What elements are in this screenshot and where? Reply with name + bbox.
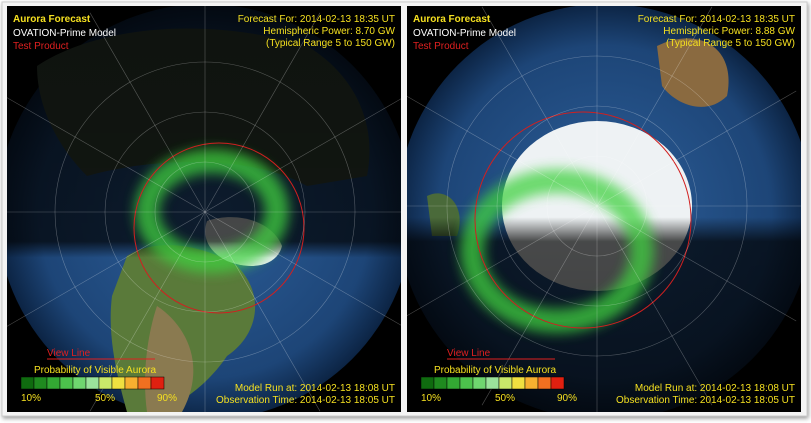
night: [407, 6, 801, 412]
colorbar-cell: [433, 376, 448, 390]
title: Aurora Forecast: [13, 14, 91, 25]
model-run: Model Run at: 2014-02-13 18:08 UT: [635, 383, 795, 394]
parallel: [104, 111, 306, 313]
status: Test Product: [13, 41, 69, 52]
legend-title: Probability of Visible Aurora: [434, 365, 557, 376]
legend-label: 50%: [495, 393, 515, 404]
colorbar-cell: [59, 376, 74, 390]
aurora: [460, 169, 654, 333]
colorbar-cell: [137, 376, 152, 390]
title: Aurora Forecast: [413, 14, 491, 25]
meridian: [596, 205, 713, 406]
colorbar-cell: [420, 376, 435, 390]
hemispheric-power: Hemispheric Power: 8.70 GW: [263, 26, 395, 37]
meridian: [204, 12, 321, 213]
typical-range: (Typical Range 5 to 150 GW): [266, 38, 395, 49]
colorbar-cell: [72, 376, 87, 390]
meridian: [204, 211, 321, 412]
colorbar-cell: [511, 376, 526, 390]
legend-label: 10%: [21, 393, 41, 404]
night: [7, 6, 401, 412]
aurora: [135, 149, 289, 273]
meridian: [7, 97, 206, 213]
meridian: [596, 90, 797, 207]
view-line-label: View Line: [447, 348, 491, 359]
colorbar-cell: [124, 376, 139, 390]
meridian: [7, 211, 206, 327]
legend-label: 90%: [557, 393, 577, 404]
colorbar-cell: [550, 376, 565, 390]
colorbar-cell: [46, 376, 61, 390]
colorbar-cell: [150, 376, 165, 390]
meridian: [204, 98, 401, 213]
colorbar-cell: [498, 376, 513, 390]
colorbar-cell: [20, 376, 35, 390]
meridian: [481, 6, 598, 207]
colorbar-cell: [459, 376, 474, 390]
panel: Aurora Forecast OVATION-Prime Model Test P…: [407, 6, 801, 412]
meridian: [204, 211, 401, 326]
parallel: [154, 161, 256, 263]
map: [7, 6, 401, 412]
legend-label: 10%: [421, 393, 441, 404]
colorbar-cell: [33, 376, 48, 390]
parallel: [446, 55, 748, 357]
parallel: [54, 61, 356, 363]
view-circle: [133, 142, 305, 314]
meridian: [407, 205, 598, 317]
legend-label: 50%: [95, 393, 115, 404]
colorbar-cell: [111, 376, 126, 390]
model: OVATION-Prime Model: [413, 28, 516, 39]
typical-range: (Typical Range 5 to 150 GW): [666, 38, 795, 49]
colorbar-cell: [485, 376, 500, 390]
colorbar-cell: [524, 376, 539, 390]
forecast-for: Forecast For: 2014-02-13 18:35 UT: [638, 14, 795, 25]
colorbar-cell: [85, 376, 100, 390]
meridian: [407, 95, 598, 207]
panel: Aurora Forecast OVATION-Prime Model Test P…: [7, 6, 401, 412]
meridian: [481, 205, 598, 406]
meridian: [596, 6, 713, 207]
parallel: [546, 155, 648, 257]
colorbar-cell: [537, 376, 552, 390]
forecast-for: Forecast For: 2014-02-13 18:35 UT: [238, 14, 395, 25]
map: [407, 6, 801, 412]
view-line-label: View Line: [47, 348, 91, 359]
status: Test Product: [413, 41, 469, 52]
observation-time: Observation Time: 2014-02-13 18:05 UT: [216, 395, 395, 406]
hemispheric-power: Hemispheric Power: 8.88 GW: [663, 26, 795, 37]
parallel: [496, 105, 698, 307]
colorbar-cell: [472, 376, 487, 390]
model-run: Model Run at: 2014-02-13 18:08 UT: [235, 383, 395, 394]
colorbar-cell: [446, 376, 461, 390]
model: OVATION-Prime Model: [13, 28, 116, 39]
observation-time: Observation Time: 2014-02-13 18:05 UT: [616, 395, 795, 406]
legend-title: Probability of Visible Aurora: [34, 365, 157, 376]
legend-label: 90%: [157, 393, 177, 404]
meridian: [596, 205, 797, 322]
view-circle: [474, 111, 692, 329]
colorbar-cell: [98, 376, 113, 390]
meridian: [89, 12, 206, 213]
